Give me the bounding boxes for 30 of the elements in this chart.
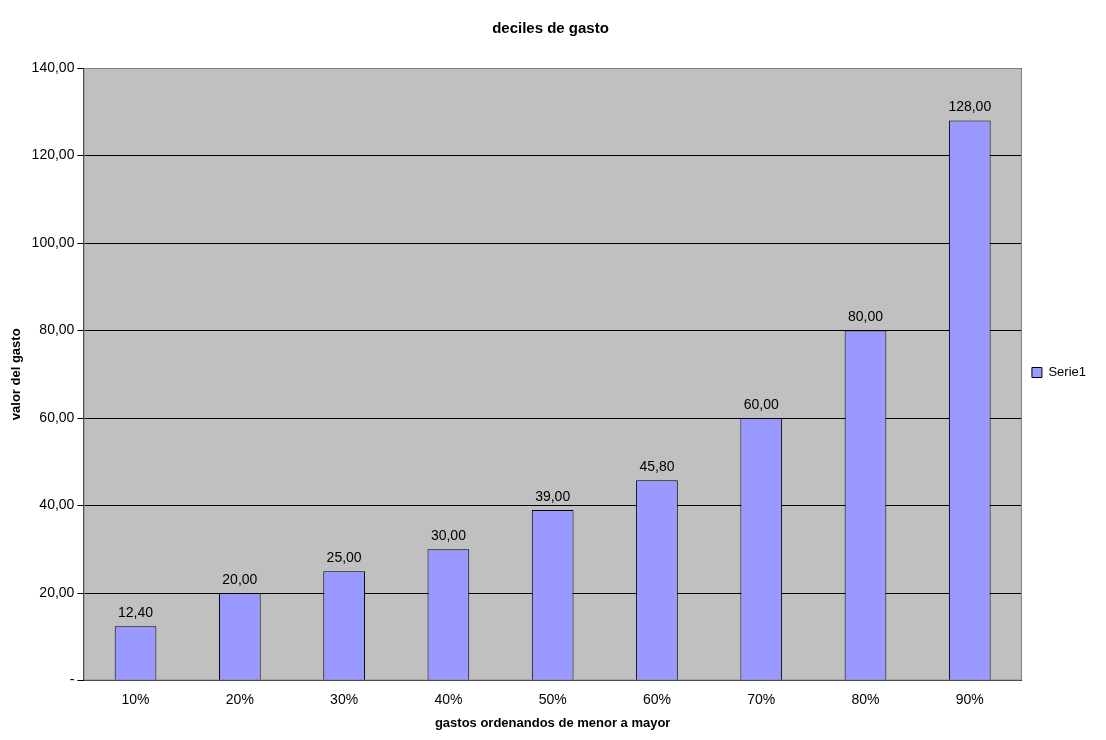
y-tick-label: 20,00 <box>39 583 75 600</box>
x-tick-label: 40% <box>434 690 463 707</box>
y-tick-label: 140,00 <box>31 58 75 75</box>
x-tick-label: 30% <box>330 690 359 707</box>
data-label: 25,00 <box>326 549 362 566</box>
data-label: 45,80 <box>639 458 675 475</box>
data-label: 80,00 <box>847 308 884 325</box>
y-axis-title: valor del gasto <box>8 328 24 421</box>
x-tick-label: 90% <box>955 690 984 707</box>
x-tick-label: 60% <box>642 690 671 707</box>
y-tick-label: - <box>69 671 75 688</box>
y-tick-label: 40,00 <box>39 496 75 513</box>
chart-title: deciles de gasto <box>492 19 609 37</box>
y-tick-label: 80,00 <box>39 321 75 338</box>
x-tick-label: 10% <box>121 690 150 707</box>
x-tick-label: 50% <box>538 690 567 707</box>
data-label: 60,00 <box>743 395 779 412</box>
data-label: 39,00 <box>535 487 571 504</box>
data-label: 12,40 <box>118 604 154 621</box>
y-tick-label: 100,00 <box>31 233 75 250</box>
data-label: 30,00 <box>430 527 467 544</box>
x-axis-title: gastos ordenandos de menor a mayor <box>434 714 671 730</box>
x-tick-label: 70% <box>747 690 776 707</box>
y-tick-label: 60,00 <box>39 408 75 425</box>
x-tick-label: 80% <box>851 690 880 707</box>
x-tick-label: 20% <box>225 690 254 707</box>
data-label: 20,00 <box>222 570 258 587</box>
y-tick-label: 120,00 <box>31 146 75 163</box>
data-label: 128,00 <box>948 98 992 115</box>
legend-label: Serie1 <box>1048 364 1086 380</box>
